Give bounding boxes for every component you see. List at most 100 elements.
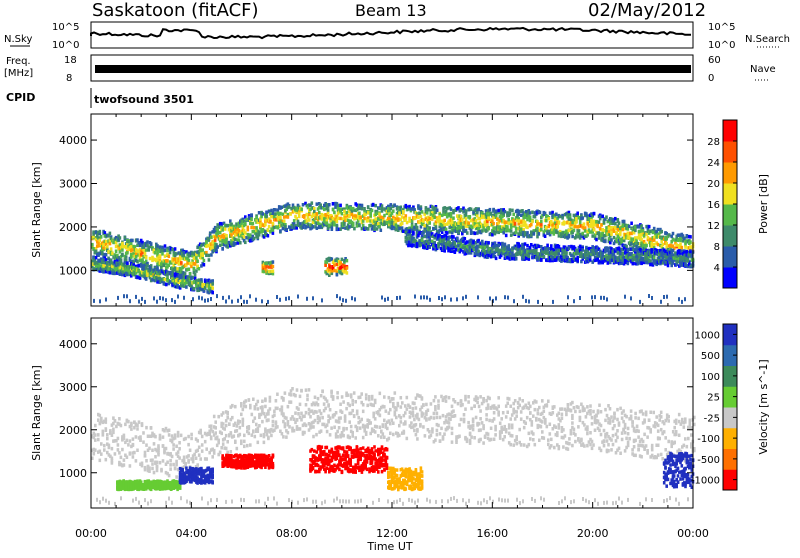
power-cell: [531, 220, 534, 224]
power-cell: [618, 221, 621, 225]
power-cell: [124, 236, 127, 240]
power-cell: [277, 208, 280, 212]
colorbar-segment: [723, 204, 737, 226]
velocity-cell: [118, 417, 121, 421]
power-cell: [679, 237, 682, 241]
power-cell: [250, 226, 253, 230]
power-cell: [225, 241, 228, 245]
power-cell: [381, 204, 384, 208]
power-cell: [667, 264, 670, 268]
power-cell: [285, 228, 288, 232]
power-cell: [645, 244, 648, 248]
power-cell: [474, 232, 477, 236]
power-cell: [171, 298, 173, 302]
power-cell: [249, 222, 252, 226]
power-cell: [111, 251, 114, 255]
power-cell: [300, 208, 303, 212]
power-cell: [681, 246, 684, 250]
power-cell: [349, 207, 352, 211]
power-cell: [613, 236, 616, 240]
power-cell: [313, 207, 316, 211]
velocity-cell: [136, 449, 139, 453]
power-cell: [575, 249, 578, 253]
power-cell: [450, 207, 453, 211]
power-cell: [162, 297, 164, 301]
power-cell: [608, 227, 611, 231]
power-cell: [377, 217, 380, 221]
velocity-cell: [105, 420, 108, 424]
power-cell: [589, 258, 592, 262]
power-cell: [105, 298, 107, 302]
power-cell: [487, 241, 490, 245]
colorbar-tick-label: 4: [714, 263, 720, 274]
power-cell: [336, 294, 338, 298]
power-cell: [600, 296, 602, 300]
power-cell: [443, 206, 446, 210]
power-cell: [302, 226, 305, 230]
power-cell: [164, 244, 167, 248]
power-cell: [343, 222, 346, 226]
power-cell: [255, 298, 257, 302]
power-cell: [174, 257, 177, 261]
velocity-cell: [97, 438, 100, 442]
power-cell: [274, 208, 277, 212]
power-cell: [422, 219, 425, 223]
power-cell: [540, 258, 543, 262]
power-cell: [575, 217, 578, 221]
power-cell: [190, 277, 193, 281]
power-cell: [195, 269, 198, 273]
power-cell: [104, 231, 107, 235]
power-cell: [337, 217, 340, 221]
nave-lo-tick: 0: [708, 73, 714, 84]
power-cell: [538, 245, 541, 249]
power-cell: [177, 295, 179, 299]
power-cell: [609, 261, 612, 265]
power-cell: [651, 296, 653, 300]
power-cell: [672, 232, 675, 236]
power-cell: [336, 263, 339, 267]
power-cell: [174, 300, 176, 304]
power-cell: [163, 263, 166, 267]
power-cell: [283, 219, 286, 223]
velocity-cell: [120, 424, 123, 428]
power-cell: [492, 222, 495, 226]
power-cell: [369, 224, 372, 228]
power-cell: [272, 212, 275, 216]
noise-hi-right: 10^5: [708, 22, 735, 33]
power-cell: [396, 214, 399, 218]
power-cell: [405, 217, 408, 221]
power-cell: [549, 211, 552, 215]
power-cell: [321, 298, 323, 302]
power-cell: [605, 215, 608, 219]
power-cell: [272, 269, 275, 273]
power-cell: [640, 238, 643, 242]
power-cell: [421, 239, 424, 243]
velocity-cell: [132, 437, 135, 441]
colorbar-tick-label: 16: [707, 200, 720, 211]
power-cell: [136, 260, 139, 264]
power-cell: [568, 234, 571, 238]
power-cell: [529, 215, 532, 219]
power-cell: [279, 229, 282, 233]
power-cell: [571, 235, 574, 239]
power-cell: [427, 242, 430, 246]
power-cell: [265, 262, 268, 266]
power-cell: [526, 218, 529, 222]
power-cell: [168, 264, 171, 268]
freq-unit-label: [MHz]: [4, 68, 33, 79]
power-cell: [210, 297, 212, 301]
power-cell: [507, 218, 510, 222]
velocity-cell: [114, 419, 117, 423]
power-cell: [657, 228, 660, 232]
velocity-cell: [114, 452, 117, 456]
power-cell: [546, 244, 549, 248]
power-cell: [558, 252, 561, 256]
power-cell: [150, 242, 153, 246]
power-cell: [378, 225, 381, 229]
power-cell: [423, 224, 426, 228]
power-cell: [684, 245, 687, 249]
power-cell: [243, 300, 245, 304]
power-cell: [684, 263, 687, 267]
y-axis-label: Slant Range [km]: [30, 162, 43, 258]
